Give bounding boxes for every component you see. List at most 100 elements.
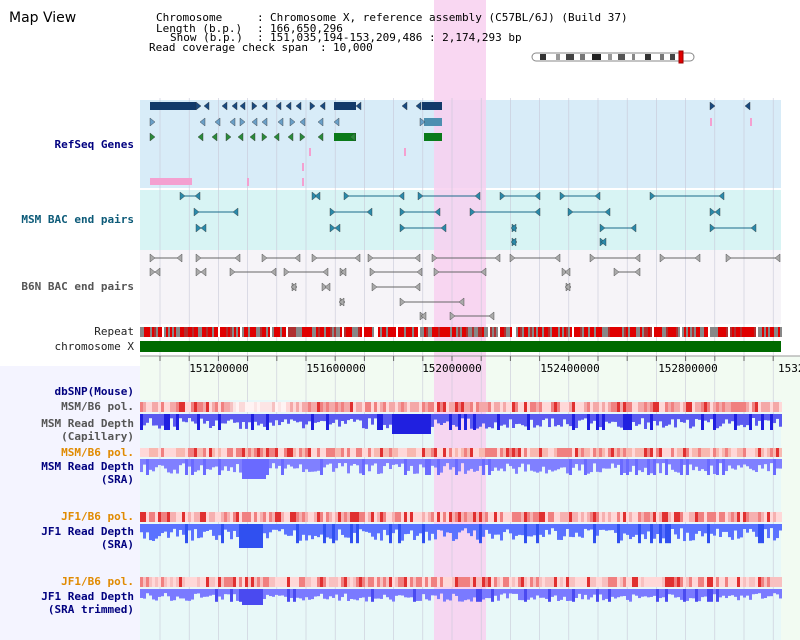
track-label-jf1-depth-trimmed[interactable]: JF1 Read Depth <box>41 590 134 603</box>
depth-bar <box>719 589 722 598</box>
depth-bar <box>524 524 527 544</box>
pol-strip-cell <box>311 577 314 587</box>
pol-strip-cell <box>713 402 716 412</box>
depth-bar <box>365 414 368 429</box>
pol-strip-cell <box>596 512 599 522</box>
depth-bar <box>182 524 185 535</box>
chromosome-ideogram[interactable] <box>531 50 695 64</box>
depth-bar <box>290 414 293 420</box>
depth-bar <box>425 414 428 434</box>
depth-bar <box>455 414 458 427</box>
depth-bar <box>686 524 689 533</box>
pol-strip-cell <box>770 448 773 457</box>
pol-strip-cell <box>335 448 338 457</box>
depth-bar <box>506 589 509 599</box>
pol-strip-cell <box>356 402 359 412</box>
depth-bar <box>296 459 299 469</box>
gene-block <box>150 102 196 110</box>
depth-bar <box>392 589 395 602</box>
depth-bar <box>545 589 548 599</box>
repeat-mark <box>652 327 654 337</box>
depth-bar <box>173 589 176 601</box>
depth-bar <box>581 414 584 420</box>
depth-bar <box>620 414 623 428</box>
depth-bar <box>191 524 194 541</box>
depth-bar <box>197 589 200 594</box>
depth-bar <box>593 524 596 544</box>
depth-bar <box>143 524 146 539</box>
track-label-chromosome[interactable]: chromosome X <box>54 340 134 353</box>
repeat-mark <box>320 327 322 337</box>
depth-bar <box>659 414 662 422</box>
repeat-mark <box>556 327 558 337</box>
bac-end-pairs[interactable] <box>149 191 781 321</box>
depth-bar <box>443 524 446 537</box>
depth-bar <box>557 524 560 540</box>
repeat-mark <box>186 327 188 337</box>
refseq-genes[interactable] <box>149 101 752 186</box>
depth-bar <box>281 589 284 596</box>
track-label-jf1-b6-pol-2[interactable]: JF1/B6 pol. <box>61 575 134 588</box>
repeat-mark <box>702 327 704 337</box>
pol-strip-cell <box>338 448 341 457</box>
pol-strip-cell <box>659 448 662 457</box>
bac-end <box>321 282 328 292</box>
pol-strip-cell <box>470 512 473 522</box>
repeat-mark <box>154 327 156 337</box>
track-label-jf1-depth-sra[interactable]: JF1 Read Depth <box>41 525 134 538</box>
depth-bar <box>746 414 749 426</box>
pol-strip-cell <box>200 402 203 412</box>
track-label-dbsnp[interactable]: dbSNP(Mouse) <box>54 385 134 398</box>
bac-end <box>329 223 336 233</box>
pol-strip-cell <box>746 448 749 457</box>
depth-bar <box>554 589 557 596</box>
pol-strip-cell <box>266 577 269 587</box>
depth-bar <box>743 524 746 530</box>
repeat-mark <box>646 327 648 337</box>
pol-strip-cell <box>599 402 602 412</box>
track-label-jf1-b6-pol[interactable]: JF1/B6 pol. <box>61 510 134 523</box>
repeat-mark <box>542 327 544 337</box>
track-label-msm-b6-pol-2[interactable]: MSM/B6 pol. <box>61 446 134 459</box>
depth-bar <box>449 459 452 470</box>
repeat-mark <box>338 327 340 337</box>
track-label-msm-depth-sra[interactable]: MSM Read Depth <box>41 460 134 473</box>
pol-strip-cell <box>209 448 212 457</box>
pol-strip-cell <box>602 448 605 457</box>
track-label-b6n-bac[interactable]: B6N BAC end pairs <box>21 280 134 293</box>
depth-bar <box>587 459 590 474</box>
pol-strip-cell <box>215 402 218 412</box>
depth-bar <box>620 524 623 541</box>
depth-bar <box>563 459 566 468</box>
bac-end <box>709 207 716 217</box>
depth-bar <box>350 589 353 600</box>
depth-bar <box>323 459 326 468</box>
depth-bar <box>668 589 671 595</box>
pol-strip-cell <box>695 402 698 412</box>
repeat-mark <box>580 327 582 337</box>
depth-bar <box>149 459 152 470</box>
depth-bar <box>401 414 404 434</box>
depth-bar <box>377 524 380 534</box>
depth-bar <box>335 589 338 595</box>
depth-bar <box>542 414 545 421</box>
depth-bar <box>233 589 236 595</box>
pol-strip-cell <box>458 402 461 412</box>
pol-strip-cell <box>209 577 212 587</box>
depth-bar <box>245 589 248 605</box>
depth-bar <box>200 459 203 466</box>
track-label-msm-b6-pol[interactable]: MSM/B6 pol. <box>61 400 134 413</box>
pol-strip-cell <box>194 512 197 522</box>
track-label-repeat[interactable]: Repeat <box>94 325 134 338</box>
gene-arrow <box>231 101 238 111</box>
track-label-refseq[interactable]: RefSeq Genes <box>54 138 134 151</box>
bac-end <box>433 267 440 277</box>
track-label-msm-bac[interactable]: MSM BAC end pairs <box>21 213 134 226</box>
depth-bar <box>173 414 176 427</box>
repeat-mark <box>694 327 696 337</box>
depth-bar <box>659 459 662 474</box>
depth-bar <box>326 524 329 538</box>
depth-bar <box>434 589 437 596</box>
track-label-msm-depth-capillary[interactable]: MSM Read Depth <box>41 417 134 430</box>
